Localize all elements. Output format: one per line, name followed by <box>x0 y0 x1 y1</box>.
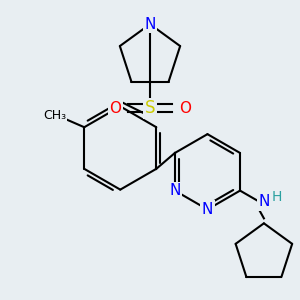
Text: CH₃: CH₃ <box>43 109 66 122</box>
Text: N: N <box>169 183 181 198</box>
Text: H: H <box>272 190 282 204</box>
Text: N: N <box>144 17 156 32</box>
Text: S: S <box>145 99 155 117</box>
Text: N: N <box>258 194 270 209</box>
Text: N: N <box>202 202 213 217</box>
Text: O: O <box>109 101 121 116</box>
Text: O: O <box>179 101 191 116</box>
